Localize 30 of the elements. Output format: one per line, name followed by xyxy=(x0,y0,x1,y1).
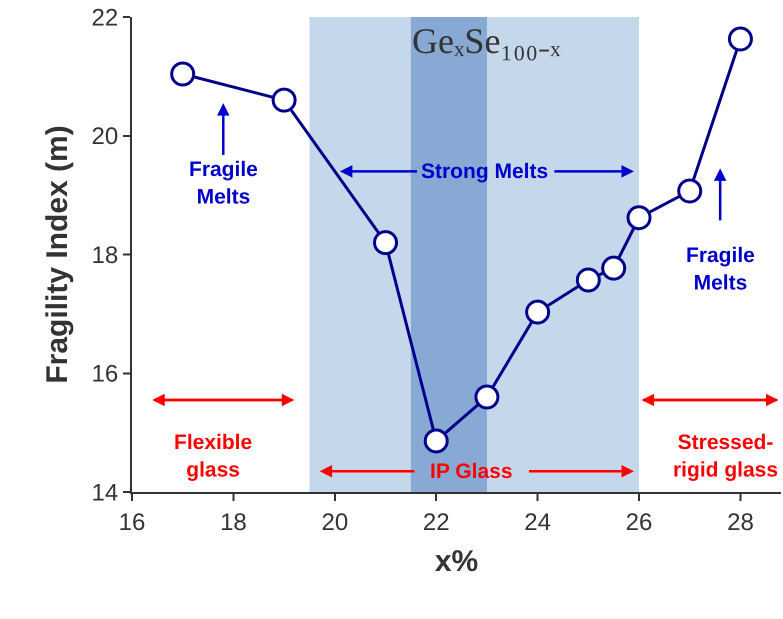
point xyxy=(474,384,500,410)
x-tick-label: 16 xyxy=(118,508,146,536)
point xyxy=(424,428,449,454)
point xyxy=(677,178,702,204)
annotation: Flexible glass xyxy=(174,431,252,482)
y-axis-title: Fragility Index (m) xyxy=(40,125,74,384)
y-tick-label: 18 xyxy=(91,242,118,269)
x-tick-label: 24 xyxy=(524,508,551,536)
annotation: Strong Melts xyxy=(421,160,548,183)
y-tick-label: 22 xyxy=(91,4,118,32)
point xyxy=(373,230,398,256)
annotation: Fragile Melts xyxy=(189,158,258,208)
x-tick-label: 20 xyxy=(321,508,348,536)
chart-title: GeₓSe₁₀₀₋ₓ xyxy=(412,21,562,61)
y-tick-label: 14 xyxy=(91,479,118,506)
annotation: Fragile Melts xyxy=(686,244,755,294)
point xyxy=(576,268,601,293)
y-tick-label: 16 xyxy=(91,360,118,388)
point xyxy=(601,256,626,281)
point xyxy=(626,205,652,230)
annotation: IP Glass xyxy=(430,460,513,483)
annotation: Stressed-rigid glass xyxy=(673,431,778,482)
x-axis-title: x% xyxy=(434,544,478,578)
point xyxy=(272,88,297,113)
y-tick-label: 20 xyxy=(91,123,118,150)
x-tick-label: 22 xyxy=(422,508,450,536)
point xyxy=(525,300,550,325)
x-tick-label: 26 xyxy=(626,508,652,536)
x-tick-label: 28 xyxy=(727,508,754,536)
x-tick-label: 18 xyxy=(220,508,247,536)
